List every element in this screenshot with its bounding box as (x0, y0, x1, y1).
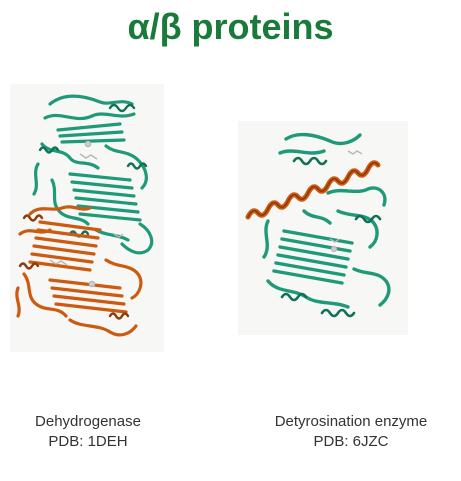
detyrosination-enzyme-pdb-id: PDB: 6JZC (313, 433, 389, 450)
ligand-sticks (49, 140, 124, 288)
dehydrogenase-pdb-id: PDB: 1DEH (48, 433, 128, 450)
ligand-sticks (329, 150, 363, 253)
detyrosination-enzyme-caption: Detyrosination enzyme PDB: 6JZC (246, 412, 456, 452)
page-title: α/β proteins (127, 6, 334, 47)
dehydrogenase-ribbon-render (15, 94, 154, 337)
detyrosination-enzyme-ribbon-render (245, 132, 391, 318)
detyrosination-enzyme-structure-image (238, 121, 408, 335)
orange-helix (245, 160, 381, 220)
detyrosination-enzyme-name: Detyrosination enzyme (274, 413, 428, 430)
teal-subunit (32, 94, 154, 255)
dehydrogenase-name: Dehydrogenase (35, 413, 141, 430)
teal-helices (280, 156, 382, 318)
orange-subunit (15, 205, 143, 337)
dehydrogenase-structure-image (10, 84, 164, 352)
dehydrogenase-caption: Dehydrogenase PDB: 1DEH (0, 412, 176, 452)
orange-helices (18, 214, 130, 320)
